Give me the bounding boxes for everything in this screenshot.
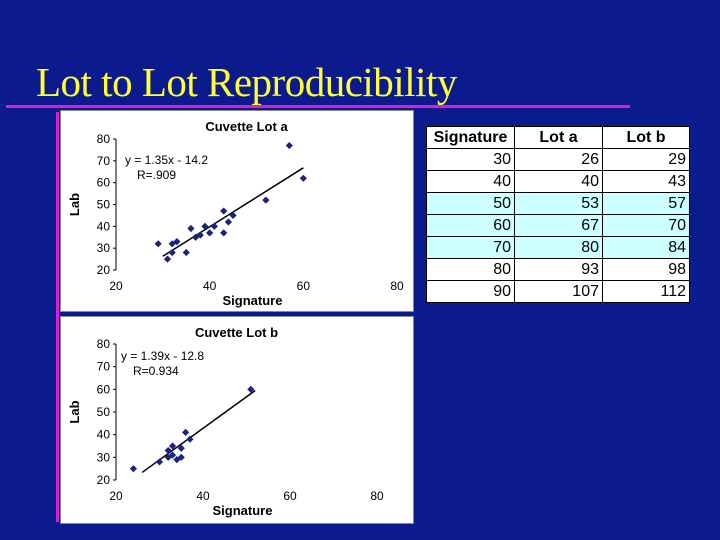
y-tick-label: 80 [97, 337, 111, 351]
x-tick-label: 80 [370, 489, 384, 503]
title-underline [6, 105, 630, 108]
data-point [187, 224, 195, 233]
chart-title: Cuvette Lot a [205, 119, 288, 134]
slide-title: Lot to Lot Reproducibility [36, 59, 457, 105]
cell-lot-b: 57 [602, 192, 690, 215]
reproducibility-table: Signature Lot a Lot b 30 26 29 40 40 43 50 53… [426, 126, 690, 303]
cell-lot-b: 43 [602, 170, 690, 193]
data-point [168, 451, 177, 459]
data-point [168, 442, 177, 450]
x-axis-label: Signature [223, 293, 283, 308]
cell-signature: 60 [426, 214, 515, 237]
trendline [141, 389, 256, 474]
header-lot-a: Lot a [514, 126, 603, 149]
y-tick-label: 30 [97, 241, 111, 255]
data-point [229, 211, 237, 220]
y-tick-label: 50 [97, 198, 111, 212]
cell-lot-a: 53 [514, 192, 603, 215]
cell-signature: 40 [426, 170, 515, 193]
y-tick-label: 30 [97, 450, 111, 464]
data-point [210, 222, 218, 230]
y-tick-label: 70 [97, 360, 111, 374]
data-point [182, 248, 190, 257]
x-tick-label: 60 [297, 279, 311, 293]
regression-equation: y = 1.39x - 12.8 [121, 349, 204, 363]
table-row: 50 53 57 [426, 192, 690, 215]
data-point [206, 229, 214, 237]
table-row: 30 26 29 [426, 148, 690, 171]
y-axis-label: Lab [67, 400, 82, 423]
x-tick-label: 80 [390, 279, 404, 293]
regression-equation: y = 1.35x - 14.2 [125, 153, 208, 167]
cell-signature: 30 [426, 148, 515, 171]
header-lot-b: Lot b [602, 126, 690, 149]
cell-lot-a: 67 [514, 214, 603, 237]
data-point [164, 446, 172, 455]
x-tick-label: 60 [283, 489, 297, 503]
left-accent-bar [56, 112, 59, 522]
data-point [224, 218, 232, 226]
data-point [173, 238, 181, 246]
data-point [285, 141, 293, 150]
x-tick-label: 40 [196, 489, 210, 503]
header-signature: Signature [426, 126, 515, 149]
cell-signature: 70 [426, 236, 515, 259]
data-point [182, 428, 190, 436]
x-axis-label: Signature [213, 503, 273, 518]
cell-signature: 90 [426, 280, 515, 303]
chart-lot-a: Cuvette Lot a 20 30 40 50 60 70 80 20 40 60 80 Signa… [67, 119, 404, 308]
table-row: 60 67 70 [426, 214, 690, 237]
cell-lot-b: 112 [602, 280, 690, 303]
cell-lot-b: 84 [602, 236, 690, 259]
y-tick-label: 70 [97, 154, 111, 168]
y-axis-label: Lab [67, 193, 82, 216]
y-tick-label: 50 [97, 405, 111, 419]
cell-lot-a: 93 [514, 258, 603, 281]
data-point [155, 458, 164, 466]
cell-lot-b: 98 [602, 258, 690, 281]
table-header-row: Signature Lot a Lot b [426, 126, 690, 149]
data-point [129, 465, 137, 473]
y-tick-label: 80 [97, 132, 111, 146]
cell-lot-a: 26 [514, 148, 603, 171]
table-row: 90 107 112 [426, 280, 690, 303]
cell-signature: 50 [426, 192, 515, 215]
correlation-r: R=.909 [137, 168, 176, 182]
y-tick-label: 40 [97, 428, 111, 442]
y-tick-label: 40 [97, 219, 111, 233]
data-point [154, 240, 162, 248]
x-tick-label: 20 [109, 279, 123, 293]
cell-lot-a: 80 [514, 236, 603, 259]
cell-lot-a: 107 [514, 280, 603, 303]
y-tick-label: 60 [97, 382, 111, 396]
table-row: 40 40 43 [426, 170, 690, 193]
data-point [177, 444, 185, 452]
chart-lot-b-panel: Cuvette Lot b 20 30 40 50 60 70 80 20 40 60 80 Signa… [60, 316, 414, 524]
x-tick-label: 40 [203, 279, 217, 293]
data-point [201, 222, 209, 230]
data-point [168, 248, 176, 257]
x-tick-label: 20 [109, 489, 123, 503]
data-point [163, 255, 172, 263]
cell-signature: 80 [426, 258, 515, 281]
data-point [299, 174, 307, 182]
chart-lot-b: Cuvette Lot b 20 30 40 50 60 70 80 20 40 60 80 Signa… [67, 325, 384, 518]
y-tick-label: 60 [97, 176, 111, 190]
y-tick-label: 20 [97, 263, 111, 277]
data-point [220, 207, 228, 215]
data-point [220, 229, 228, 237]
chart-lot-a-panel: Cuvette Lot a 20 30 40 50 60 70 80 20 40 60 80 Signa… [60, 110, 414, 312]
chart-title: Cuvette Lot b [195, 325, 278, 340]
table-row: 70 80 84 [426, 236, 690, 259]
cell-lot-b: 29 [602, 148, 690, 171]
data-point [262, 196, 270, 204]
table-row: 80 93 98 [426, 258, 690, 281]
correlation-r: R=0.934 [133, 364, 179, 378]
cell-lot-a: 40 [514, 170, 603, 193]
cell-lot-b: 70 [602, 214, 690, 237]
y-tick-label: 20 [97, 473, 111, 487]
